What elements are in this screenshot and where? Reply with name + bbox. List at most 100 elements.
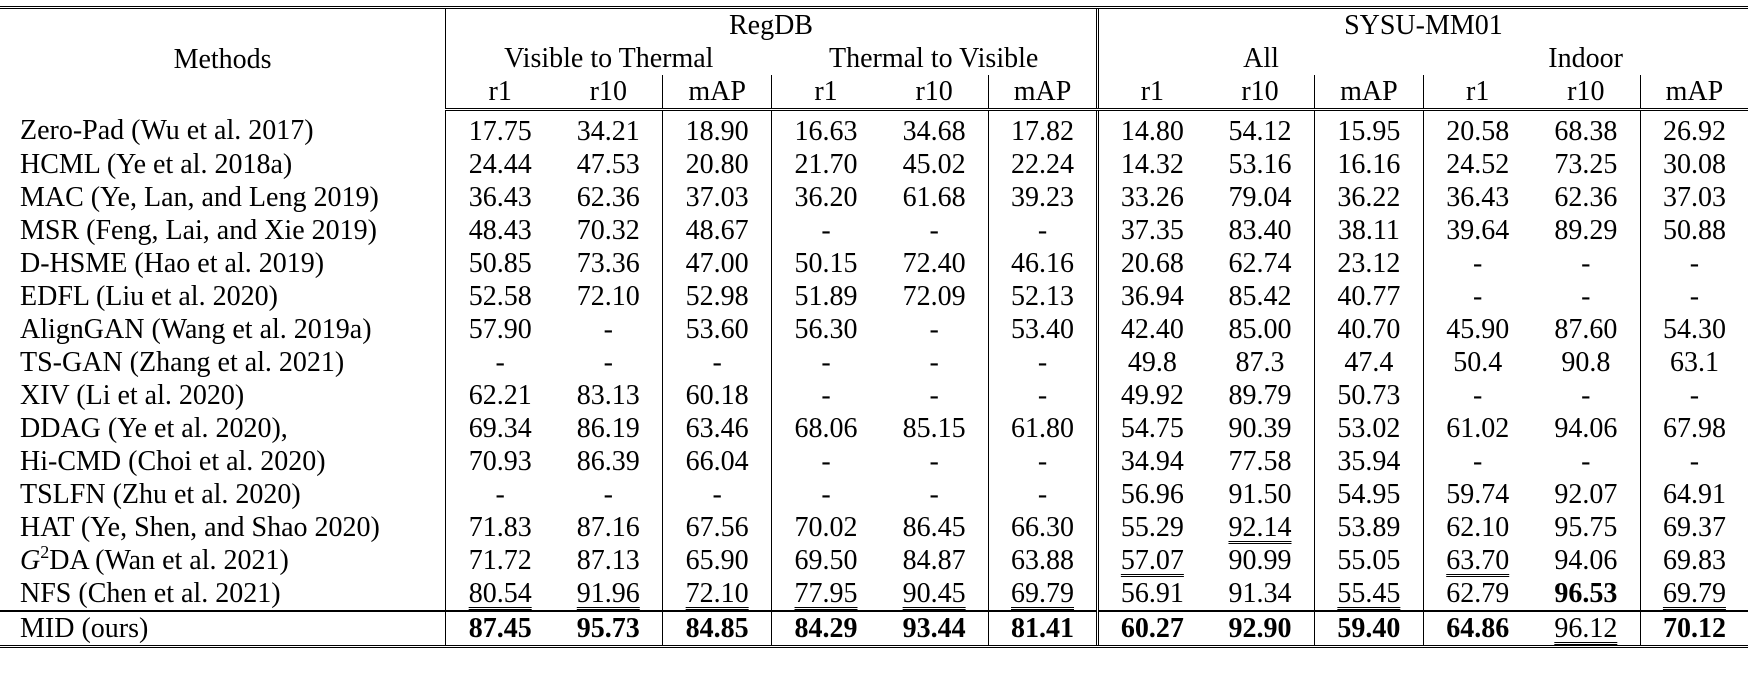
metric-value: 77.95 xyxy=(794,578,858,609)
metric-cell: 56.91 xyxy=(1095,577,1206,611)
metric-value: 89.29 xyxy=(1554,215,1618,246)
metric-value: 70.12 xyxy=(1662,613,1726,644)
metric-value: 85.00 xyxy=(1228,314,1292,345)
metric-cell: 72.10 xyxy=(662,577,772,611)
metric-value: 83.40 xyxy=(1228,215,1292,246)
thermal-to-visible-header: Thermal to Visible xyxy=(828,43,1039,74)
metric-value: 71.72 xyxy=(468,545,532,576)
metric-value: 24.52 xyxy=(1446,149,1510,180)
metric-value: 57.07 xyxy=(1120,545,1184,576)
metric-cell: 92.90 xyxy=(1205,610,1315,648)
metric-cell: 16.63 xyxy=(770,109,881,148)
metric-value: 39.23 xyxy=(1011,182,1074,213)
metric-value: 66.04 xyxy=(685,446,749,477)
metric-cell: 56.30 xyxy=(770,313,881,346)
metric-cell: 17.82 xyxy=(988,109,1098,148)
metric-cell: - xyxy=(988,478,1098,511)
metric-cell: 61.68 xyxy=(880,181,989,214)
metric-value: 95.75 xyxy=(1554,512,1618,543)
metric-value: - xyxy=(1581,248,1591,279)
metric-value: 93.44 xyxy=(902,613,966,644)
metric-cell: 71.72 xyxy=(445,544,555,577)
method-name: AlignGAN (Wang et al. 2019a) xyxy=(20,314,372,345)
metric-cell: - xyxy=(1639,379,1748,412)
metric-value: 56.91 xyxy=(1120,578,1184,609)
metric-value: 64.91 xyxy=(1662,479,1726,510)
metric-cell: 64.91 xyxy=(1639,478,1748,511)
table-row: HCML (Ye et al. 2018a) 24.44 47.53 20.80 21.… xyxy=(0,148,1748,181)
metric-value: 62.36 xyxy=(576,182,640,213)
metric-value: 89.79 xyxy=(1228,380,1292,411)
metric-value: 22.24 xyxy=(1011,149,1074,180)
metric-cell: 62.36 xyxy=(554,181,663,214)
metric-cell: 69.37 xyxy=(1639,511,1748,544)
metric-cell: 48.67 xyxy=(662,214,772,247)
method-name: G2DA (Wan et al. 2021) xyxy=(0,544,446,577)
method-name: D-HSME (Hao et al. 2019) xyxy=(20,248,325,279)
metric-value: 63.70 xyxy=(1446,545,1510,576)
metric-cell: 60.27 xyxy=(1095,610,1206,648)
metric-cell: 94.06 xyxy=(1532,544,1641,577)
metric-value: 73.25 xyxy=(1554,149,1618,180)
metric-value: - xyxy=(603,479,613,510)
metric-value: 16.16 xyxy=(1337,149,1401,180)
metric-value: - xyxy=(1689,446,1700,477)
metric-cell: 69.50 xyxy=(770,544,881,577)
metric-value: - xyxy=(1689,281,1700,312)
metric-value: 18.90 xyxy=(685,116,749,147)
metric-value: 54.95 xyxy=(1337,479,1401,510)
metric-cell: 40.77 xyxy=(1314,280,1424,313)
metric-cell: 50.85 xyxy=(445,247,555,280)
metric-value: - xyxy=(495,479,505,510)
metric-value: 39.64 xyxy=(1446,215,1510,246)
metric-cell: 60.18 xyxy=(662,379,772,412)
metric-cell: - xyxy=(988,214,1098,247)
metric-value: - xyxy=(1581,281,1591,312)
metric-value: 81.41 xyxy=(1011,613,1074,644)
metric-value: 64.86 xyxy=(1446,613,1510,644)
metric-cell: 65.90 xyxy=(662,544,772,577)
metric-value: 38.11 xyxy=(1337,215,1400,246)
metric-cell: 54.30 xyxy=(1639,313,1748,346)
metric-value: 54.75 xyxy=(1120,413,1184,444)
metric-value: 47.53 xyxy=(576,149,640,180)
metric-value: 62.21 xyxy=(468,380,532,411)
metric-value: 87.16 xyxy=(576,512,640,543)
metric-value: - xyxy=(1689,380,1700,411)
metric-cell: 37.03 xyxy=(662,181,772,214)
metric-cell: 48.43 xyxy=(445,214,555,247)
metric-value: 73.36 xyxy=(576,248,640,279)
metric-value: 17.82 xyxy=(1011,116,1074,147)
method-name: EDFL (Liu et al. 2020) xyxy=(20,281,278,312)
metric-cell: - xyxy=(662,346,772,379)
metric-cell: - xyxy=(1532,445,1641,478)
metric-cell: 45.02 xyxy=(880,148,989,181)
metric-value: 37.35 xyxy=(1120,215,1184,246)
metric-header: r10 xyxy=(1205,75,1315,111)
metric-value: 85.15 xyxy=(902,413,966,444)
metric-cell: 53.60 xyxy=(662,313,772,346)
metric-value: 86.39 xyxy=(576,446,640,477)
metric-cell: 55.45 xyxy=(1314,577,1424,611)
metric-cell: 37.03 xyxy=(1639,181,1748,214)
metric-cell: 53.89 xyxy=(1314,511,1424,544)
metric-value: 68.06 xyxy=(794,413,858,444)
metric-value: 63.46 xyxy=(685,413,749,444)
metric-cell: 52.13 xyxy=(988,280,1098,313)
metric-value: - xyxy=(821,446,831,477)
metric-value: 67.98 xyxy=(1662,413,1726,444)
table-row: Hi-CMD (Choi et al. 2020) 70.93 86.39 66.04… xyxy=(0,445,1748,478)
metric-cell: 53.16 xyxy=(1206,148,1315,181)
metric-value: 20.58 xyxy=(1446,116,1510,147)
metric-value: 59.74 xyxy=(1446,479,1510,510)
metric-cell: - xyxy=(880,313,989,346)
metric-cell: - xyxy=(554,313,663,346)
metric-cell: 86.39 xyxy=(554,445,663,478)
metric-value: 53.89 xyxy=(1337,512,1401,543)
metric-value: 60.27 xyxy=(1120,613,1184,644)
metric-cell: 49.92 xyxy=(1095,379,1206,412)
metric-value: 54.30 xyxy=(1662,314,1726,345)
method-name: MAC (Ye, Lan, and Leng 2019) xyxy=(20,182,379,213)
metric-cell: 23.12 xyxy=(1314,247,1424,280)
metric-value: 69.79 xyxy=(1662,578,1726,609)
